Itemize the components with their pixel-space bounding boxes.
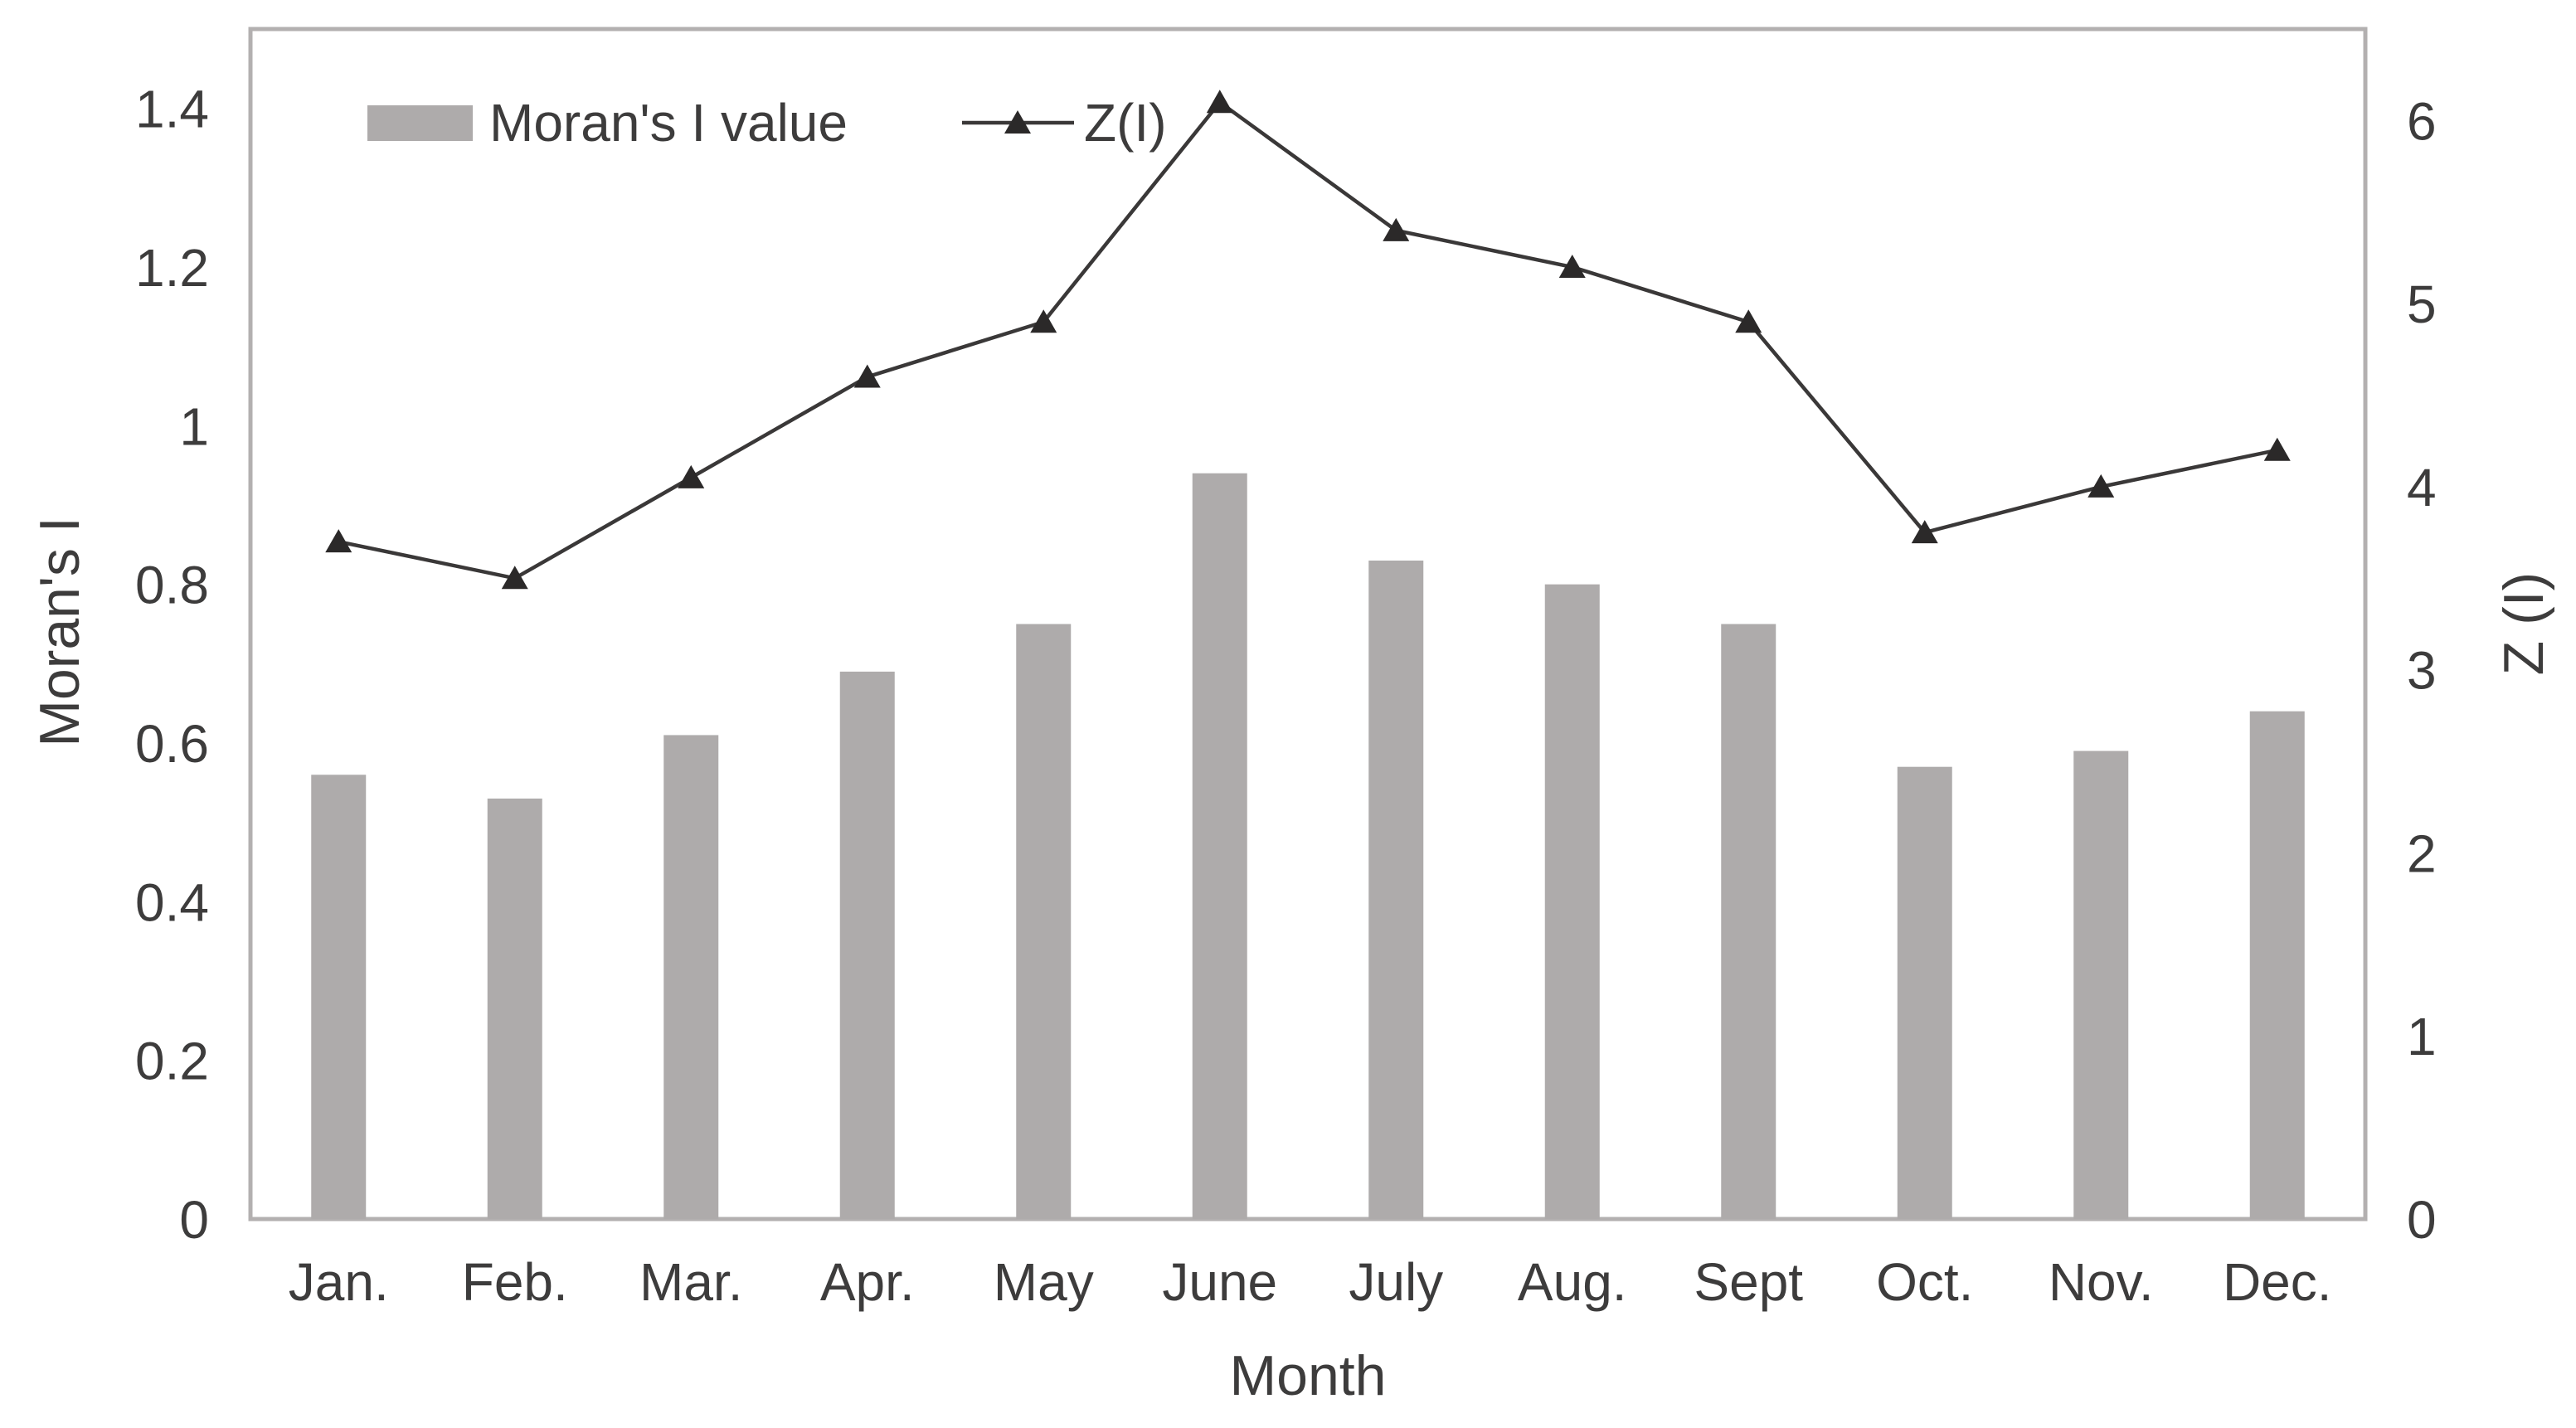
left-axis-tick-1.4: 1.4 [135, 80, 209, 139]
left-axis-tick-1: 1 [179, 396, 209, 456]
right-axis-tick-5: 5 [2407, 274, 2437, 334]
right-axis-tick-3: 3 [2407, 641, 2437, 701]
bar-June [1192, 473, 1247, 1219]
left-axis-title: Moran's I [28, 517, 91, 747]
right-axis-tick-2: 2 [2407, 823, 2437, 883]
right-axis-tick-6: 6 [2407, 91, 2437, 151]
x-tick-label-Apr.: Apr. [820, 1252, 915, 1312]
bar-May [1016, 624, 1072, 1219]
left-axis-tick-0.8: 0.8 [135, 556, 209, 615]
z-marker-July [1383, 217, 1410, 241]
z-marker-Apr. [853, 364, 881, 388]
right-axis-title: Z (I) [2492, 572, 2555, 676]
x-tick-label-June: June [1162, 1252, 1277, 1312]
z-marker-June [1206, 90, 1233, 114]
left-axis-tick-1.2: 1.2 [135, 238, 209, 298]
right-axis-tick-4: 4 [2407, 458, 2437, 517]
x-tick-label-Jan.: Jan. [289, 1252, 389, 1312]
left-axis-tick-0.4: 0.4 [135, 872, 209, 932]
right-axis-tick-1: 1 [2407, 1007, 2437, 1066]
bar-Dec. [2249, 711, 2305, 1219]
bar-Feb. [487, 798, 542, 1219]
right-axis-tick-0: 0 [2407, 1190, 2437, 1250]
x-axis-title: Month [1230, 1344, 1387, 1407]
z-marker-Jan. [325, 529, 352, 553]
bar-Oct. [1897, 766, 1952, 1219]
x-tick-label-Dec.: Dec. [2223, 1252, 2332, 1312]
x-tick-label-July: July [1349, 1252, 1443, 1312]
z-marker-Dec. [2263, 437, 2291, 461]
plot-area-border [248, 27, 2368, 1222]
left-axis-tick-0.2: 0.2 [135, 1032, 209, 1091]
z-marker-Aug. [1558, 255, 1586, 278]
z-marker-Sept [1735, 309, 1762, 333]
x-tick-label-Mar.: Mar. [639, 1252, 742, 1312]
legend-bar-swatch [367, 105, 473, 141]
bar-Apr. [839, 671, 895, 1219]
left-axis-tick-0.6: 0.6 [135, 714, 209, 774]
bar-Mar. [663, 735, 719, 1219]
z-marker-Nov. [2088, 474, 2115, 498]
z-marker-Oct. [1911, 520, 1938, 544]
bar-July [1368, 560, 1424, 1219]
z-line [338, 100, 2278, 580]
z-marker-Feb. [501, 566, 528, 590]
legend: Moran's I value Z(I) [367, 93, 1167, 153]
left-axis-tick-0: 0 [179, 1190, 209, 1250]
bar-Jan. [311, 775, 367, 1219]
legend-line-marker-icon [1004, 110, 1031, 134]
bar-Aug. [1544, 584, 1600, 1219]
plot-area: 0 0.2 0.4 0.6 0.8 1 1.2 1.4 0 1 2 3 4 5 6 Jan. Feb. Mar. A… [135, 27, 2437, 1312]
x-tick-label-Oct.: Oct. [1876, 1252, 1973, 1312]
x-tick-label-Nov.: Nov. [2049, 1252, 2154, 1312]
z-marker-May [1030, 309, 1057, 333]
legend-bar-label: Moran's I value [489, 93, 848, 153]
x-tick-label-Sept: Sept [1694, 1252, 1803, 1312]
x-tick-label-May: May [994, 1252, 1094, 1312]
z-marker-Mar. [678, 464, 705, 488]
x-tick-label-Aug.: Aug. [1518, 1252, 1627, 1312]
x-tick-label-Feb.: Feb. [462, 1252, 568, 1312]
bar-Nov. [2073, 750, 2129, 1219]
legend-line-label: Z(I) [1084, 93, 1167, 153]
bar-Sept [1721, 624, 1776, 1219]
